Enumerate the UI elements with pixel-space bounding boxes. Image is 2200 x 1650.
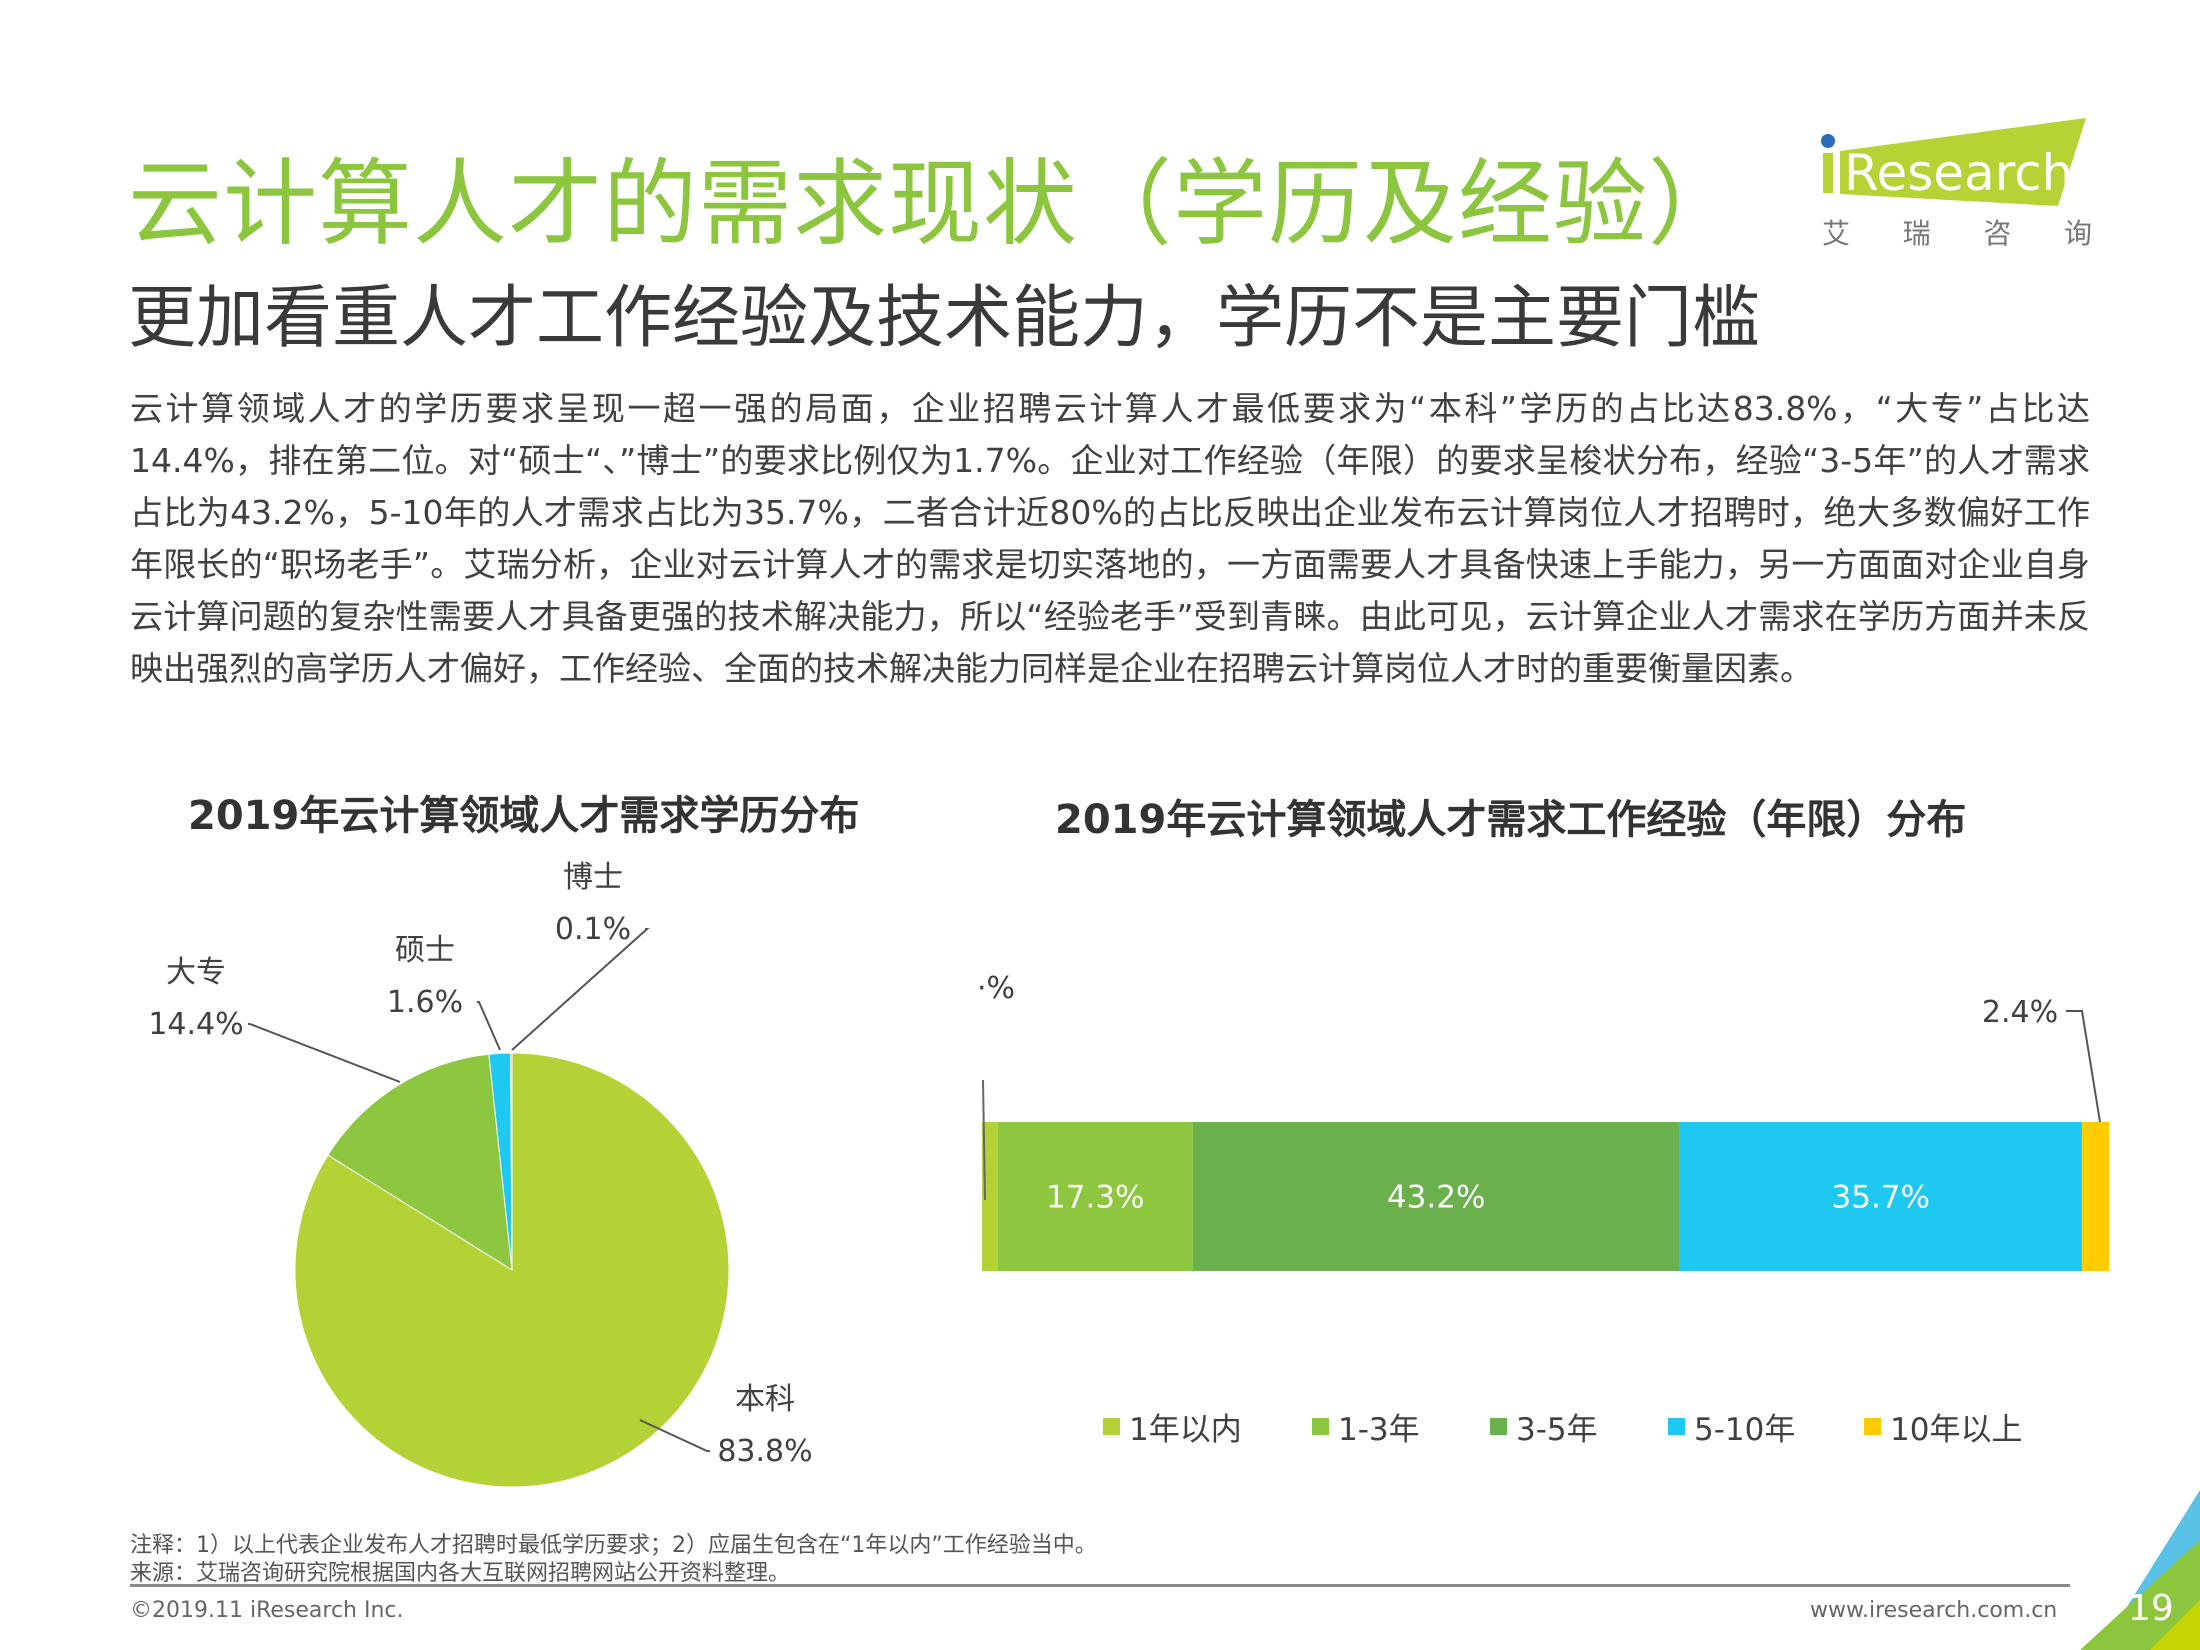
- bar-segment-0: [982, 1122, 998, 1271]
- legend-label: 1年以内: [1129, 1412, 1242, 1448]
- bar-value-label: 17.3%: [1046, 1180, 1144, 1216]
- corner-decoration: [2080, 1490, 2200, 1650]
- legend-label: 1-3年: [1338, 1412, 1420, 1448]
- leader-line: [477, 1001, 501, 1051]
- source-note: 来源：艾瑞咨询研究院根据国内各大互联网招聘网站公开资料整理。: [130, 1561, 791, 1586]
- pie-label: 大专: [166, 955, 226, 990]
- legend-label: 3-5年: [1516, 1412, 1598, 1448]
- website-link[interactable]: www.iresearch.com.cn: [1810, 1598, 2058, 1623]
- bar-value-label: ·%: [977, 971, 1015, 1006]
- leader-line: [982, 1079, 986, 1201]
- footer-divider: [130, 1584, 2070, 1587]
- page-subtitle: 更加看重人才工作经验及技术能力，学历不是主要门槛: [128, 279, 1761, 358]
- pie-value-label: 1.6%: [387, 985, 463, 1020]
- legend-label: 10年以上: [1890, 1412, 2022, 1448]
- iresearch-logo: Research: [1821, 118, 2086, 206]
- legend-swatch: [1312, 1418, 1329, 1435]
- bar-value-label: 35.7%: [1832, 1180, 1930, 1216]
- legend-swatch: [1668, 1418, 1685, 1435]
- footnote: 注释：1）以上代表企业发布人才招聘时最低学历要求；2）应届生包含在“1年以内”工…: [130, 1533, 1097, 1558]
- pie-chart-title: 2019年云计算领域人才需求学历分布: [188, 793, 860, 839]
- legend-swatch: [1103, 1418, 1120, 1435]
- pie-value-label: 14.4%: [148, 1007, 243, 1042]
- bar-chart-title: 2019年云计算领域人才需求工作经验（年限）分布: [1055, 797, 1967, 843]
- copyright: ©2019.11 iResearch Inc.: [130, 1598, 404, 1623]
- bar-segment-3: [1679, 1122, 2082, 1271]
- bar-segment-4: [2081, 1122, 2109, 1271]
- leader-line: [2066, 1010, 2101, 1123]
- bar-segment-2: [1192, 1122, 1680, 1271]
- page-title: 云计算人才的需求现状（学历及经验）: [128, 150, 1744, 259]
- bar-segment-1: [997, 1122, 1193, 1271]
- pie-label: 博士: [563, 860, 623, 895]
- bar-value-label: 43.2%: [1387, 1180, 1485, 1216]
- page-number: 19: [2128, 1588, 2174, 1629]
- leader-line: [639, 1419, 710, 1452]
- leader-line: [248, 1023, 401, 1083]
- pie-value-label: 83.8%: [717, 1434, 812, 1469]
- pie-slice-1: [327, 1053, 513, 1271]
- leader-line: [511, 928, 650, 1051]
- legend-label: 5-10年: [1694, 1412, 1795, 1448]
- pie-label: 本科: [735, 1382, 795, 1417]
- bar-value-label: 2.4%: [1982, 995, 2058, 1030]
- svg-text:Research: Research: [1844, 144, 2073, 202]
- pie-slice-3: [510, 1052, 513, 1271]
- body-text: 云计算领域人才的学历要求呈现一超一强的局面，企业招聘云计算人才最低要求为“本科”…: [130, 389, 2090, 688]
- legend-swatch: [1490, 1418, 1507, 1435]
- legend-swatch: [1864, 1418, 1881, 1435]
- logo-chinese: 艾瑞咨询: [1822, 217, 2092, 250]
- pie-label: 硕士: [395, 933, 455, 968]
- pie-value-label: 0.1%: [555, 912, 631, 947]
